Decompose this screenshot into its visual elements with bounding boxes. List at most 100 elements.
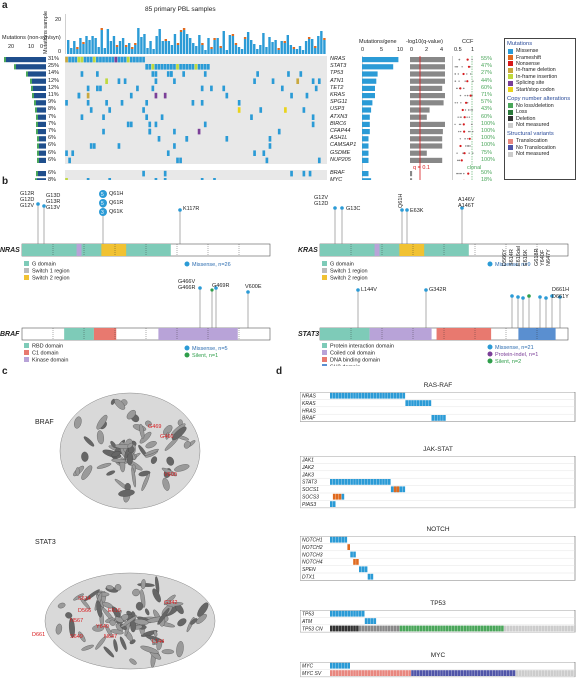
- helix-ribbon: [156, 639, 163, 651]
- protein-indel-summary: Protein-indel, n=1: [495, 352, 538, 358]
- stat3-site-label: D661: [32, 632, 45, 638]
- sample-mutation-bar: [189, 38, 192, 54]
- helix-ribbon: [114, 584, 122, 591]
- pathway-cell: [330, 670, 333, 676]
- sample-mutation-bar: [100, 30, 103, 54]
- pathway-title: NOTCH: [426, 526, 450, 533]
- sample-mutation-bar: [182, 30, 186, 54]
- pathway-cell: [451, 670, 455, 676]
- pathway-cell: [524, 625, 527, 632]
- pathway-gene-label: NOTCH2: [302, 545, 323, 551]
- stat3-site-label: G342: [164, 600, 177, 606]
- sample-mutation-bar: [143, 34, 146, 54]
- sample-frameshift-bar: [134, 43, 137, 45]
- sample-mutation-bar: [173, 34, 177, 54]
- pathway-cell: [353, 670, 356, 676]
- pathway-cell: [332, 493, 336, 500]
- pathway-cell: [414, 670, 417, 676]
- mutation-cell: [108, 107, 112, 113]
- pathway-cell: [350, 610, 353, 617]
- mutation-cell: [71, 56, 75, 63]
- pathway-cell: [350, 551, 353, 558]
- mutation-cell: [145, 64, 149, 70]
- mutation-cell: [126, 121, 130, 128]
- domain-legend-swatch: [24, 343, 29, 348]
- pathway-cell: [573, 670, 576, 676]
- helix-ribbon: [111, 606, 121, 618]
- mutation-cell: [305, 92, 309, 99]
- pathway-cell: [547, 670, 551, 676]
- mutation-label: Q61H: [398, 194, 404, 208]
- sample-mutation-bar: [134, 45, 137, 54]
- mutation-cell: [148, 64, 152, 70]
- pathway-cell: [338, 493, 342, 500]
- mutation-cell: [170, 71, 173, 77]
- legend-item: Loss: [508, 109, 575, 115]
- protein-domain: [101, 244, 127, 256]
- mutation-cell: [68, 157, 71, 164]
- mutation-cell: [145, 100, 149, 106]
- ccf-median: [462, 123, 465, 126]
- pathway-cell: [330, 610, 333, 617]
- mutation-cell: [123, 78, 127, 84]
- ccf-point: [467, 145, 470, 147]
- mutation-count-bar: [28, 71, 46, 77]
- pathway-cell: [515, 670, 519, 676]
- helix-ribbon: [74, 416, 82, 429]
- legend-label: Splicing site: [516, 80, 545, 87]
- protein-domain: [158, 328, 238, 340]
- ccf-point: [471, 94, 473, 97]
- sample-frameshift-bar: [314, 46, 317, 48]
- pathway-panel: RAS-RAF NRAS KRAS HRAS BRAF JAK-STAT JAK1 JAK2 J…: [300, 376, 576, 685]
- mutation-cell: [166, 71, 170, 77]
- ccf-point: [464, 80, 466, 82]
- ccf-value: 60%: [481, 84, 493, 91]
- mutation-cell: [120, 100, 124, 106]
- helix-ribbon: [55, 623, 63, 635]
- legend-item: No Translocation: [508, 145, 575, 151]
- mutation-cell: [170, 64, 173, 70]
- mutation-label: G13C: [346, 206, 360, 212]
- sample-mutation-bar: [283, 43, 286, 54]
- pathway-cell: [364, 625, 368, 632]
- sample-mutation-bar: [195, 46, 198, 54]
- sample-frameshift-bar: [243, 37, 247, 39]
- mpg-tick-5: 5: [380, 47, 384, 53]
- ccf-point: [466, 116, 468, 118]
- mutation-cell: [197, 128, 201, 135]
- pathway-cell: [564, 625, 568, 632]
- pathway-cell: [370, 618, 374, 624]
- legend-swatch: [508, 122, 513, 128]
- legend-label: Deletion: [516, 115, 536, 122]
- sample-mutation-bar: [124, 47, 128, 54]
- mutation-cell: [117, 56, 121, 63]
- left-tick-10: 10: [28, 44, 35, 50]
- mutation-cell: [71, 150, 75, 156]
- ccf-point: [465, 145, 467, 147]
- sample-mutation-bar: [167, 41, 171, 54]
- sample-frameshift-bar: [219, 46, 222, 48]
- sample-mutation-bar: [185, 34, 189, 54]
- pathway-cell: [506, 625, 510, 632]
- protein-name: NRAS: [0, 247, 20, 254]
- braf-site-label: V600: [164, 472, 177, 478]
- pathway-cell: [335, 610, 339, 617]
- mutation-cell: [86, 56, 90, 63]
- sample-mutation-bar: [192, 43, 195, 54]
- mutation-cell: [102, 56, 105, 63]
- pathway-cell: [492, 670, 495, 676]
- gene-percent: 11%: [48, 92, 59, 98]
- pathway-cell: [446, 625, 449, 632]
- sample-mutation-bar: [262, 33, 265, 54]
- sample-mutation-bar: [109, 41, 113, 54]
- gene-percent: 14%: [48, 70, 60, 77]
- ccf-point: [459, 130, 462, 133]
- sample-mutation-bar: [112, 36, 116, 54]
- pathway-cell: [408, 625, 411, 632]
- pathway-cell: [504, 670, 507, 676]
- pathway-cell: [344, 479, 348, 485]
- mutation-cell: [83, 56, 87, 63]
- pathway-title: MYC: [430, 652, 446, 659]
